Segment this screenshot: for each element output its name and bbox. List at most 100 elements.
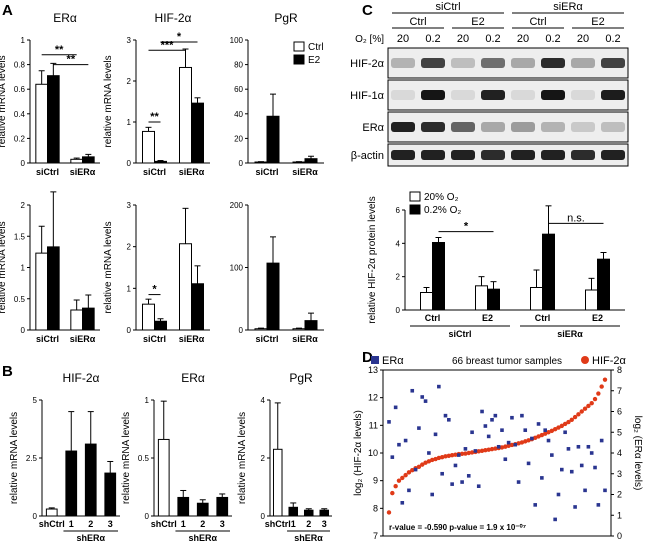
y-tick-label: 3 [127,201,132,210]
scatter-point-era [593,465,597,470]
y2-tick-label: 3 [617,469,622,479]
x-category-label: 2 [200,519,205,529]
significance-label: n.s. [567,212,585,224]
x-category-label: siCtrl [143,167,166,177]
scatter-point-hif2a [523,439,528,444]
y-tick-label: 2 [127,77,132,86]
scatter-point-era [420,395,425,399]
scatter-point-era [516,480,521,484]
y-tick-label: 2 [261,454,266,463]
scatter-point-hif2a [466,450,471,456]
scatter-point-era [533,503,538,507]
chart-title: PgR [274,11,298,25]
scatter-point-era [450,482,454,486]
scatter-point-era [526,461,531,466]
y2-axis-label: log₂ (ERα levels) [632,416,643,491]
scatter-point-era [387,420,391,424]
bar [104,472,117,517]
y-tick-label: 1 [21,264,26,273]
x-category-label: shCtrl [39,519,65,529]
legend-swatch [409,191,421,202]
scatter-point-hif2a [420,462,425,467]
blot-group-label: siCtrl [435,1,460,13]
bar [70,309,84,331]
y2-tick-label: 1 [617,510,622,520]
bar [254,161,268,164]
y-tick-label: 1 [145,396,150,405]
bar [47,246,60,331]
scatter-point-era [447,418,451,422]
scatter-point-hif2a [579,409,584,414]
scatter-point-era [470,430,474,435]
scatter-point-hif2a [599,384,604,389]
bar [154,160,167,164]
scatter-point-hif2a [586,403,591,409]
chart-a6: 0 100 200 siCtrl siERα [230,201,324,344]
y-axis-label: relative mRNA levels [9,412,20,504]
x-category-label: siERα [179,334,205,344]
bar [292,161,306,164]
scatter-point-hif2a [533,435,538,440]
o2-value: 20 [457,33,469,45]
y-tick-label: 0 [127,326,132,335]
bar [319,509,330,517]
x-category-label: siCtrl [143,334,166,344]
scatter-point-era [456,453,461,457]
blot-band [571,150,595,160]
y-tick-label: 10 [368,448,378,458]
y2-tick-label: 2 [617,490,622,500]
scatter-point-era [520,413,524,418]
y-tick-label: 12 [368,393,378,403]
group-label: siCtrl [448,329,471,339]
scatter-point-era [493,413,498,418]
bar [196,502,209,517]
blot-band [511,58,535,68]
scatter-point-hif2a [430,457,435,463]
legend-label: 0.2% O₂ [424,205,461,216]
y-axis-label: log₂ (HIF-2α levels) [353,410,364,496]
chart-b1: 0 2.5 5 HIF-2α relative mRNA levels shCtrl 1 2 3… [9,371,120,543]
bar [82,156,95,164]
y-tick-label: 0 [239,326,244,335]
scatter-point-era [510,415,514,420]
y-tick-label: 2.5 [26,454,38,463]
legend-label: 20% O₂ [424,192,459,203]
scatter-point-era [530,436,534,441]
group-label: siERα [557,329,583,339]
significance-label: ** [150,111,159,123]
scatter-point-hif2a [446,453,452,458]
legend-label: ERα [382,355,404,367]
blot-band [421,150,445,160]
x-category-label: siERα [70,167,96,177]
y-tick-label: 2 [21,201,26,210]
bar [216,496,229,517]
scatter-point-era [403,438,408,443]
y2-tick-label: 5 [617,427,622,437]
blot-band [391,58,415,68]
scatter-point-hif2a [453,452,458,457]
x-category-label: shCtrl [265,519,291,529]
legend-label: HIF-2α [592,355,627,367]
bar [266,262,280,331]
scatter-point-era [503,457,508,462]
scatter-point-era [596,503,601,507]
bar [177,496,190,517]
scatter-point-hif2a [423,460,428,465]
y2-tick-label: 8 [617,365,622,375]
scatter-point-era [427,451,431,455]
bar [487,288,500,311]
scatter-point-hif2a [426,459,432,464]
bar [254,328,268,331]
panel-label-d: D [362,349,373,366]
y-tick-label: 4 [261,396,266,405]
significance-label: * [464,221,469,233]
y-tick-label: 13 [368,365,378,375]
blot-band [511,150,535,160]
scatter-point-hif2a [436,455,442,461]
significance-label: ** [67,54,76,66]
scatter-point-hif2a [463,451,468,456]
scatter-point-hif2a [552,427,558,432]
y-axis-label: relative mRNA levels [121,412,132,504]
